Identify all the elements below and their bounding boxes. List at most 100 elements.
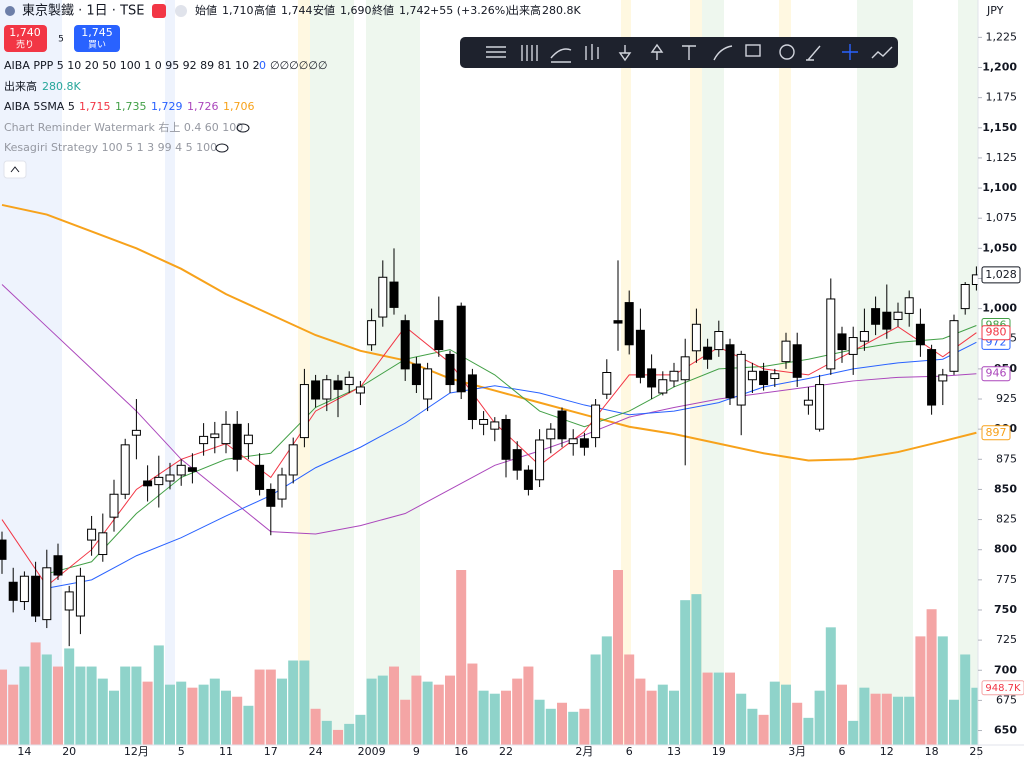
hide-icon[interactable] xyxy=(175,5,187,17)
tool-icon[interactable] xyxy=(618,45,632,62)
tool-icon[interactable] xyxy=(745,44,761,57)
tool-icon[interactable] xyxy=(806,45,821,61)
indicator-name[interactable]: 出来高 xyxy=(4,79,37,93)
line-end-label: 946 xyxy=(986,367,1007,380)
sell-button[interactable] xyxy=(4,25,47,52)
tool-icon[interactable] xyxy=(842,44,858,60)
symbol[interactable]: 東京製鐵 · 1日 · TSE xyxy=(22,3,144,19)
x-tick-label: 25 xyxy=(969,745,983,758)
band xyxy=(0,0,62,745)
volume-bar xyxy=(747,708,758,745)
volume-bar xyxy=(781,684,791,745)
candle-body xyxy=(747,370,757,381)
volume-bar xyxy=(288,660,299,745)
y-tick-label: 1,000 xyxy=(982,302,1017,315)
indicator-name[interactable]: AIBA 5SMA 5 xyxy=(4,100,75,113)
candle-body xyxy=(411,363,421,386)
y-tick-label: 1,075 xyxy=(986,211,1018,224)
candle-body xyxy=(400,320,410,370)
candle-body xyxy=(98,532,108,556)
tool-icon[interactable] xyxy=(650,43,664,60)
volume-bar xyxy=(310,708,321,745)
tool-icon[interactable] xyxy=(779,44,795,60)
tool-icon[interactable] xyxy=(550,48,572,63)
candle-body xyxy=(658,379,668,394)
volume-bar xyxy=(758,714,769,745)
tool-icon[interactable] xyxy=(871,46,893,59)
ohlc-value: 1,710 xyxy=(222,4,254,17)
x-tick-label: 2009 xyxy=(358,745,386,758)
tool-icon[interactable] xyxy=(585,44,599,60)
volume-bar xyxy=(478,690,489,745)
tool-icon[interactable] xyxy=(682,45,696,60)
candle-body xyxy=(736,353,746,406)
volume-bar xyxy=(691,594,702,745)
hidden-icon[interactable] xyxy=(236,123,250,133)
tool-icon[interactable] xyxy=(521,45,538,61)
x-tick-label: 6 xyxy=(626,745,633,758)
candle-body xyxy=(714,331,724,351)
x-tick-label: 24 xyxy=(309,745,323,758)
band xyxy=(958,0,978,745)
volume-bar xyxy=(814,690,825,745)
candle-body xyxy=(187,467,197,472)
volume-bar xyxy=(400,699,411,745)
y-tick-label: 850 xyxy=(994,482,1017,495)
candle-body xyxy=(19,575,29,603)
volume-bar xyxy=(523,666,534,745)
market-status xyxy=(152,4,166,18)
candle-body xyxy=(725,344,735,399)
volume-bar xyxy=(176,681,187,745)
candle-body xyxy=(669,370,679,382)
candle-body xyxy=(602,372,612,395)
candle-body xyxy=(848,337,858,355)
candle-body xyxy=(467,374,477,421)
y-tick-label: 1,125 xyxy=(986,151,1018,164)
volume-bar xyxy=(277,678,287,745)
volume-bar xyxy=(915,636,926,745)
volume-bar xyxy=(243,705,254,745)
candle-body xyxy=(53,555,63,576)
x-tick-label: 11 xyxy=(219,745,233,758)
volume-bar xyxy=(534,699,545,745)
volume-bar xyxy=(971,687,982,745)
candle-body xyxy=(120,444,130,495)
buy-button[interactable] xyxy=(74,25,120,52)
volume-bar xyxy=(221,690,231,745)
candle-body xyxy=(199,435,209,445)
tool-icon[interactable] xyxy=(486,46,506,58)
volume-bar xyxy=(377,675,388,745)
toolbar-icons xyxy=(486,43,893,63)
candle-body xyxy=(154,476,164,486)
volume-bar xyxy=(680,600,691,745)
candle-body xyxy=(266,488,276,507)
volume-bar xyxy=(411,675,422,745)
candle-body xyxy=(613,320,623,324)
volume-bar xyxy=(8,684,19,745)
y-tick-label: 750 xyxy=(994,603,1017,616)
volume-bar xyxy=(904,696,915,745)
band xyxy=(702,0,724,745)
y-tick-label: 1,150 xyxy=(982,121,1017,134)
volume-bar xyxy=(646,690,657,745)
x-tick-label: 3月 xyxy=(788,745,806,758)
indicator-name[interactable]: Chart Reminder Watermark 右上 0.4 60 100 xyxy=(4,120,243,134)
y-tick-label: 775 xyxy=(996,573,1017,586)
volume-bar xyxy=(131,666,142,745)
indicator-name[interactable]: AIBA PPP 5 10 20 50 100 1 0 95 92 89 81 … xyxy=(4,59,260,72)
candle-body xyxy=(859,331,869,342)
candle-body xyxy=(445,353,455,386)
collapse-button[interactable] xyxy=(3,160,27,179)
candle-body xyxy=(871,308,881,325)
volume-bar xyxy=(30,642,41,745)
volume-bar xyxy=(333,729,343,745)
tool-icon[interactable] xyxy=(713,45,733,61)
candle-body xyxy=(423,368,433,400)
candle-body xyxy=(176,464,186,476)
candle-body xyxy=(826,298,836,370)
y-tick-label: 675 xyxy=(996,693,1017,706)
hidden-icon[interactable] xyxy=(215,143,229,153)
indicator-name[interactable]: Kesagiri Strategy 100 5 1 3 99 4 5 100 xyxy=(4,141,217,154)
currency[interactable]: JPY xyxy=(986,4,1004,17)
volume-bar xyxy=(120,666,131,745)
